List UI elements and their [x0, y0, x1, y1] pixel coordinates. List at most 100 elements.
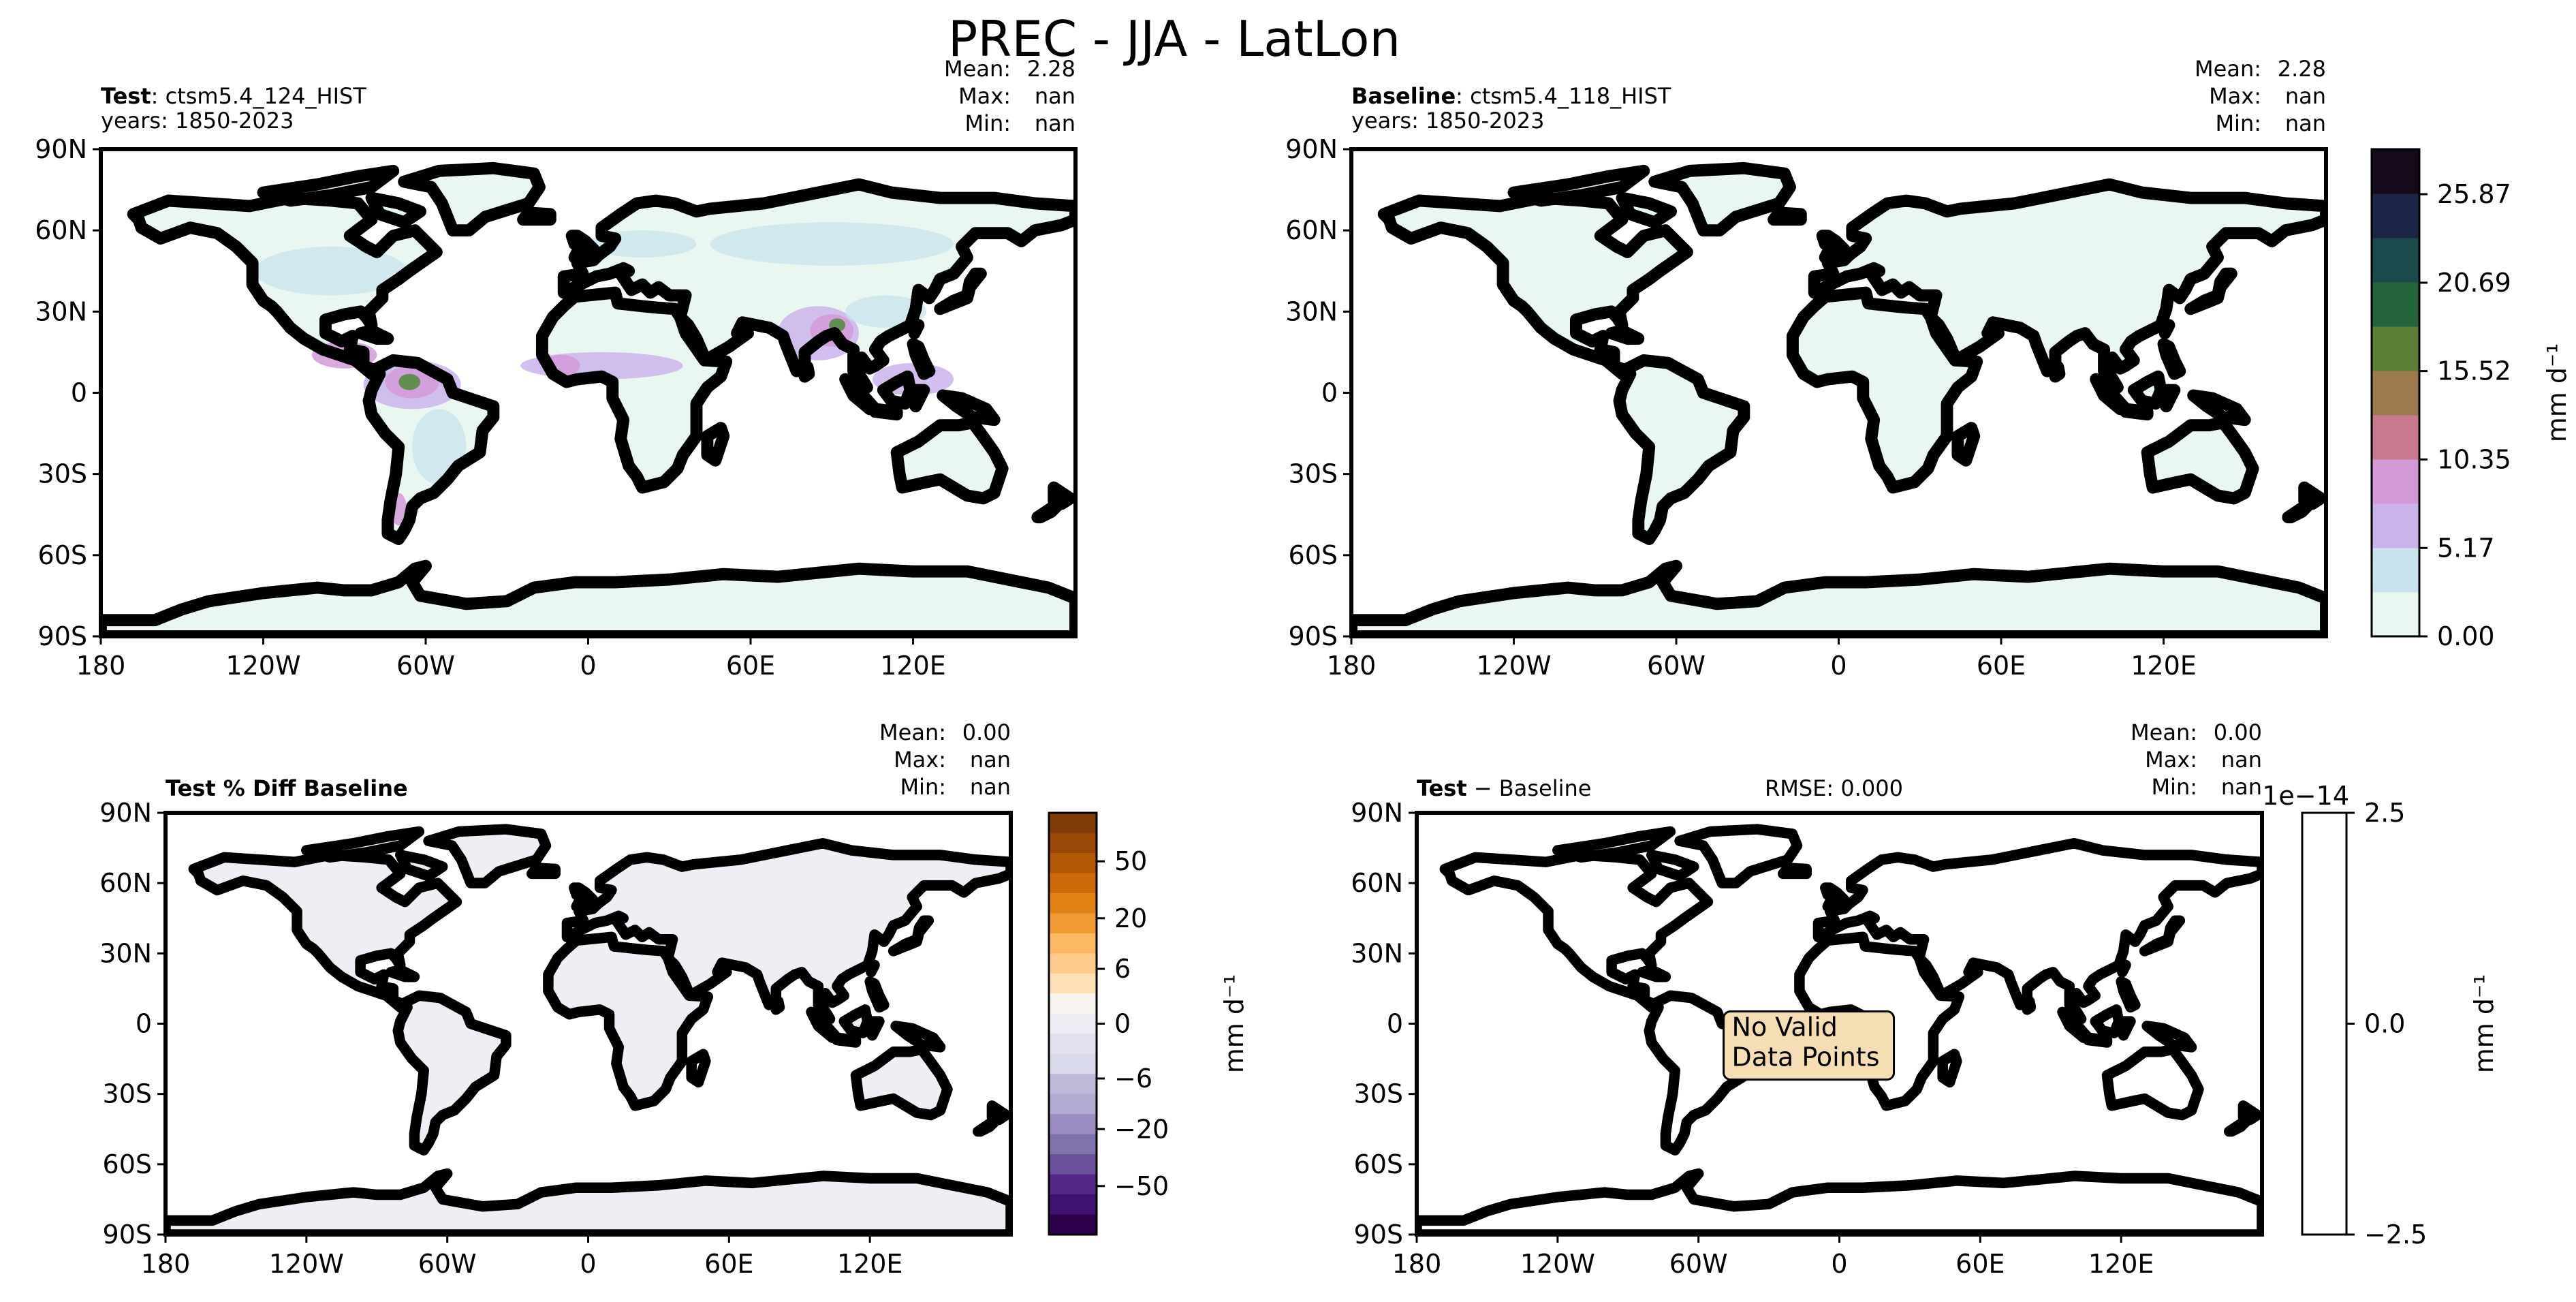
x-tick-label: 60W [418, 1249, 477, 1279]
y-tick-label: 0 [1321, 378, 1338, 408]
precip-band-1 [710, 222, 954, 266]
stat-label: Min: [900, 774, 946, 800]
stat-label: Max: [2145, 747, 2197, 773]
stat-label: Min: [964, 110, 1011, 136]
stat-label: Mean: [2131, 719, 2197, 745]
colorbar-segment [1049, 833, 1097, 854]
colorbar: 50 20 6 0 −6 −20 −50 mm d⁻¹ [1048, 811, 1249, 1236]
stat-value: 2.28 [1027, 56, 1075, 82]
colorbar-segment [1049, 1174, 1097, 1195]
x-tick-label: 0 [580, 1249, 596, 1279]
stat-value: 0.00 [962, 719, 1011, 745]
colorbar-segment [2372, 238, 2419, 283]
stat-label: Mean: [2195, 56, 2261, 82]
colorbar-offset: 1e−14 [2262, 781, 2349, 811]
no-data-box [1723, 1010, 1896, 1081]
stat-value: 2.28 [2278, 56, 2326, 82]
colorbar-segment [2372, 415, 2419, 460]
colorbar-frame [2370, 148, 2421, 638]
x-tick-label: 60E [704, 1249, 753, 1279]
colorbar-frame [2301, 811, 2348, 1236]
colorbar-tick-label: −50 [1114, 1171, 1169, 1201]
colorbar-tick-label: 15.52 [2437, 356, 2511, 386]
map-area [166, 829, 1011, 1235]
y-tick-label: 60N [1285, 215, 1338, 245]
y-tick-label: 90N [1351, 798, 1403, 828]
y-tick-label: 0 [136, 1009, 152, 1039]
colorbar-segment [1049, 1134, 1097, 1155]
colorbar-segment [1049, 873, 1097, 894]
colorbar-tick-label: 20.69 [2437, 268, 2511, 298]
x-tick-label: 60E [726, 651, 775, 681]
colorbar-label: mm d⁻¹ [2542, 343, 2572, 443]
y-tick-label: 60N [1351, 868, 1403, 898]
y-tick-label: 60S [103, 1149, 152, 1179]
colorbar-segment [1049, 813, 1097, 833]
colorbar-tick-label: 2.5 [2364, 798, 2405, 828]
colorbar-segment [1049, 933, 1097, 954]
colorbar-segment [1049, 1154, 1097, 1175]
colorbar-tick-label: 0.0 [2364, 1009, 2405, 1039]
colorbar-segment [1049, 852, 1097, 873]
panel-years: years: 1850-2023 [101, 108, 294, 134]
y-tick-label: 90N [99, 798, 152, 828]
stat-value: nan [2221, 774, 2262, 800]
colorbar-tick-label: −6 [1114, 1064, 1152, 1094]
colorbar-segment [1049, 973, 1097, 994]
colorbar-segment [1049, 1034, 1097, 1055]
y-tick-label: 30S [38, 459, 87, 489]
x-tick-label: 60W [1669, 1249, 1728, 1279]
x-tick-label: 180 [76, 651, 126, 681]
stat-value: nan [1035, 83, 1075, 109]
x-tick-label: 120W [269, 1249, 344, 1279]
colorbar-segment [2372, 459, 2419, 504]
y-tick-label: 30N [1285, 296, 1338, 326]
stat-value: nan [2285, 83, 2326, 109]
stat-label: Min: [2151, 774, 2197, 800]
x-tick-label: 180 [1327, 651, 1377, 681]
stat-label: Max: [958, 83, 1011, 109]
colorbar-tick-label: 10.35 [2437, 444, 2511, 474]
x-tick-label: 0 [580, 651, 596, 681]
y-tick-label: 30S [1354, 1079, 1403, 1109]
colorbar-tick-label: −20 [1114, 1114, 1169, 1144]
colorbar-segment [1049, 1053, 1097, 1074]
colorbar-segment [2372, 193, 2419, 238]
y-tick-label: 90N [1285, 134, 1338, 164]
colorbar-segment [2372, 503, 2419, 548]
colorbar-empty [2302, 813, 2346, 1235]
x-tick-label: 180 [1392, 1249, 1442, 1279]
colorbar-tick-label: 50 [1114, 846, 1147, 876]
y-tick-label: 30S [1289, 459, 1338, 489]
y-tick-label: 30N [35, 296, 87, 326]
y-tick-label: 90S [38, 621, 87, 651]
x-tick-label: 120W [1476, 651, 1551, 681]
map-panel-baseline: 180 120W 60W 0 60E 120E 90N 60N 30N 0 30S 60S 90S Bas… [1285, 56, 2328, 681]
colorbar-segment [1049, 1194, 1097, 1215]
colorbar-segment [1049, 1114, 1097, 1135]
colorbar-segment [2372, 282, 2419, 327]
y-tick-label: 30S [103, 1079, 152, 1109]
colorbar-tick-label: 0 [1114, 1009, 1131, 1039]
stat-value: nan [2221, 747, 2262, 773]
stat-label: Max: [894, 747, 946, 773]
x-tick-label: 60E [1977, 651, 2026, 681]
stat-label: Min: [2215, 110, 2261, 136]
x-tick-label: 60E [1955, 1249, 2005, 1279]
colorbar-segment [1049, 953, 1097, 974]
colorbar-tick-label: 5.17 [2437, 533, 2495, 563]
colorbar-segment [1049, 1094, 1097, 1115]
y-tick-label: 60S [1354, 1149, 1403, 1179]
precip-band-0 [255, 247, 407, 296]
stat-label: Mean: [879, 719, 946, 745]
y-tick-label: 90S [1354, 1220, 1403, 1250]
panel-years: years: 1850-2023 [1351, 108, 1544, 134]
rmse-label: RMSE: 0.000 [1765, 775, 1903, 801]
colorbar-frame [1048, 811, 1098, 1236]
x-tick-label: 60W [1647, 651, 1706, 681]
map-area [1351, 168, 2326, 636]
stat-label: Mean: [944, 56, 1011, 82]
y-tick-label: 0 [1387, 1009, 1403, 1039]
colorbar-label: mm d⁻¹ [2469, 974, 2499, 1074]
